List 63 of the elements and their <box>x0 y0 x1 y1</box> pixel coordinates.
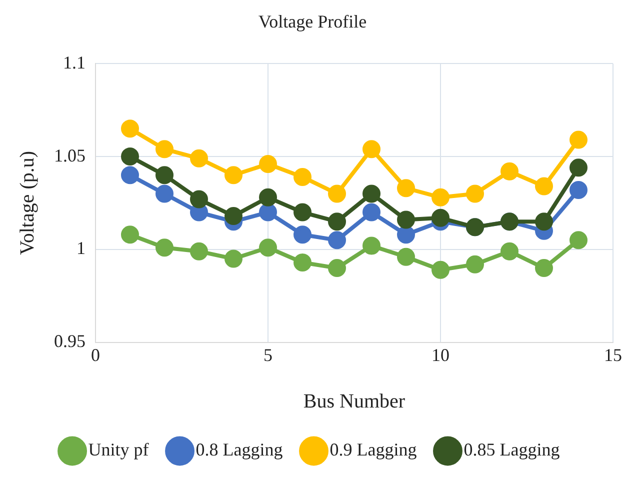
point <box>328 212 346 231</box>
point <box>190 242 208 260</box>
point <box>570 231 588 250</box>
x-tick-label: 10 <box>432 344 450 365</box>
point <box>570 180 588 199</box>
point <box>121 166 139 184</box>
point <box>500 242 518 260</box>
point <box>224 166 242 184</box>
legend-label: Unity pf <box>88 440 149 460</box>
legend-label: 0.9 Lagging <box>330 440 417 460</box>
point <box>397 226 415 244</box>
legend-label: 0.85 Lagging <box>464 440 560 460</box>
point <box>259 203 277 222</box>
point <box>294 168 312 186</box>
point <box>190 149 208 168</box>
point <box>156 140 174 158</box>
x-tick-label: 5 <box>264 344 272 365</box>
point <box>190 190 208 208</box>
point <box>328 259 346 278</box>
point <box>432 208 450 227</box>
point <box>156 238 174 257</box>
point <box>397 179 415 198</box>
point <box>570 130 588 149</box>
point <box>466 184 484 203</box>
point <box>432 188 450 206</box>
point <box>397 248 415 266</box>
point <box>535 259 553 278</box>
point <box>259 154 277 173</box>
point <box>466 255 484 274</box>
point <box>328 231 346 250</box>
point <box>397 210 415 229</box>
point <box>570 158 588 177</box>
point <box>362 184 380 203</box>
point <box>500 162 518 180</box>
point <box>121 226 139 244</box>
y-axis-title: Voltage (p.u) <box>16 150 38 256</box>
point <box>294 203 312 222</box>
x-axis-title: Bus Number <box>303 390 406 412</box>
point <box>224 250 242 268</box>
point <box>535 212 553 231</box>
y-tick-label: 1 <box>76 238 86 258</box>
x-tick-label: 0 <box>91 344 100 365</box>
point <box>294 226 312 244</box>
legend-label: 0.8 Lagging <box>196 440 283 460</box>
x-tick-label: 15 <box>604 344 622 365</box>
point <box>259 238 277 257</box>
point <box>294 253 312 272</box>
point <box>259 188 277 206</box>
y-tick-label: 1.05 <box>54 145 86 166</box>
point <box>224 207 242 226</box>
point <box>121 120 139 138</box>
y-tick-label: 0.95 <box>54 331 86 352</box>
point <box>432 260 450 279</box>
point <box>156 184 174 203</box>
point <box>362 203 380 222</box>
point <box>362 140 380 158</box>
point <box>121 148 139 166</box>
point <box>328 184 346 203</box>
point <box>362 236 380 255</box>
point <box>535 177 553 196</box>
y-tick-label: 1.1 <box>63 52 86 72</box>
chart-title: Voltage Profile <box>258 12 367 32</box>
point <box>156 166 174 184</box>
